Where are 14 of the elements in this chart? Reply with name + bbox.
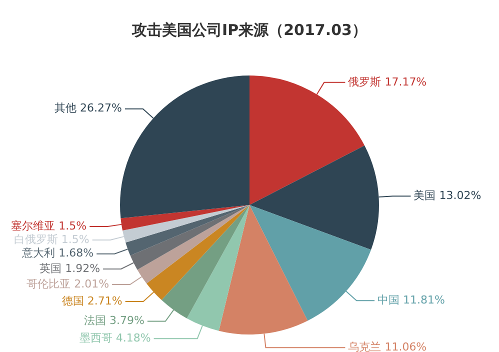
slice-label: 哥伦比亚 2.01% <box>26 277 110 290</box>
slice-label: 其他 26.27% <box>54 102 122 115</box>
slice-label: 墨西哥 4.18% <box>79 332 151 345</box>
slice-label: 乌克兰 11.06% <box>348 340 427 352</box>
slice-label: 法国 3.79% <box>84 314 144 328</box>
slice-label: 美国 13.02% <box>414 188 482 202</box>
slice-label: 英国 1.92% <box>40 262 100 275</box>
slice-label: 白俄罗斯 1.5% <box>14 232 90 246</box>
chart-title: 攻击美国公司IP来源（2017.03） <box>131 20 367 39</box>
slice-label: 德国 2.71% <box>62 294 122 308</box>
slice-label: 俄罗斯 17.17% <box>348 75 427 88</box>
slice-label: 中国 11.81% <box>378 293 445 306</box>
slice-label: 塞尔维亚 1.5% <box>11 219 87 232</box>
slice-label: 意大利 1.68% <box>21 246 94 260</box>
